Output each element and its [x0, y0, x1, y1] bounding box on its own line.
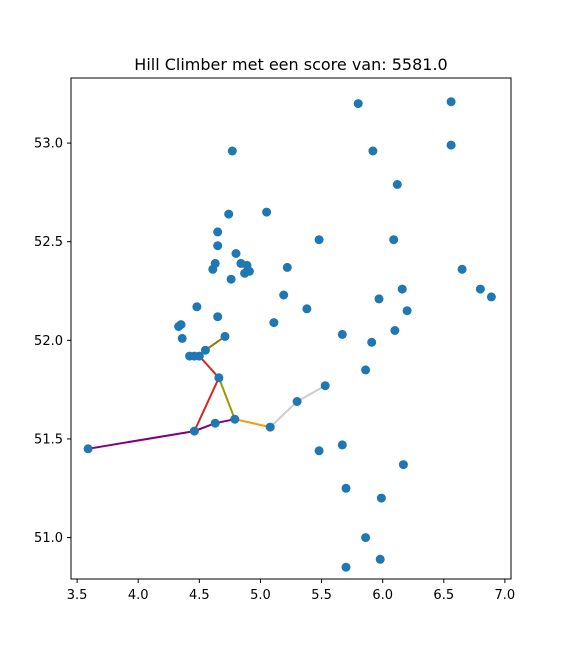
- data-point: [194, 351, 204, 361]
- data-point: [337, 440, 347, 450]
- data-point: [176, 320, 186, 330]
- data-point: [376, 493, 386, 503]
- data-point: [353, 99, 363, 109]
- data-point: [398, 460, 408, 470]
- data-point: [446, 140, 456, 150]
- data-point: [302, 304, 312, 314]
- data-point: [402, 306, 412, 316]
- data-points: [83, 97, 496, 572]
- route-line: [234, 418, 271, 429]
- data-point: [210, 258, 220, 268]
- data-point: [361, 533, 371, 543]
- x-tick-label: 5.5: [311, 588, 332, 603]
- data-point: [367, 337, 377, 347]
- x-tick-label: 3.5: [67, 588, 88, 603]
- plot-frame: [70, 77, 512, 580]
- data-point: [361, 365, 371, 375]
- x-tick-label: 4.0: [128, 588, 149, 603]
- data-point: [231, 249, 241, 258]
- y-tick-label: 51.5: [34, 432, 63, 447]
- data-point: [192, 302, 202, 312]
- data-point: [341, 483, 351, 493]
- data-point: [244, 266, 254, 276]
- data-point: [230, 414, 240, 424]
- y-axis-ticks: 51.0 51.5 52.0 52.5 53.0: [34, 137, 71, 546]
- data-point: [189, 426, 199, 436]
- data-point: [392, 180, 402, 189]
- data-point: [224, 209, 234, 219]
- data-point: [227, 146, 237, 156]
- data-point: [220, 331, 230, 341]
- y-tick-label: 52.5: [34, 235, 63, 250]
- x-tick-label: 7.0: [495, 588, 516, 603]
- data-point: [337, 329, 347, 339]
- y-tick-label: 52.0: [34, 334, 63, 349]
- data-point: [269, 318, 279, 328]
- data-point: [279, 290, 289, 300]
- data-point: [292, 397, 302, 406]
- x-axis-ticks: 3.5 4.0 4.5 5.0 5.5 6.0 6.5 7.0: [67, 579, 515, 603]
- data-point: [374, 294, 384, 304]
- data-point: [200, 345, 210, 355]
- data-point: [262, 207, 272, 217]
- data-point: [213, 241, 223, 251]
- x-tick-label: 6.0: [372, 588, 393, 603]
- data-point: [486, 292, 496, 302]
- data-point: [282, 262, 292, 272]
- data-point: [475, 284, 485, 294]
- x-tick-label: 6.5: [433, 588, 454, 603]
- data-point: [397, 284, 407, 294]
- route-line: [217, 377, 236, 420]
- data-point: [210, 418, 220, 428]
- y-tick-label: 53.0: [34, 137, 63, 152]
- y-tick-label: 51.0: [34, 531, 63, 546]
- x-tick-label: 4.5: [189, 588, 210, 603]
- chart-title: Hill Climber met een score van: 5581.0: [134, 55, 447, 74]
- data-point: [314, 235, 324, 245]
- route-line: [87, 418, 235, 450]
- data-point: [457, 264, 467, 274]
- data-point: [83, 444, 93, 454]
- data-point: [375, 554, 385, 564]
- data-point: [390, 326, 400, 335]
- data-point: [213, 227, 223, 237]
- data-point: [314, 446, 324, 456]
- data-point: [341, 562, 351, 572]
- data-point: [214, 373, 224, 383]
- data-point: [213, 312, 223, 322]
- data-point: [368, 146, 378, 156]
- data-point: [320, 381, 330, 391]
- route-line: [269, 384, 326, 428]
- data-point: [389, 235, 399, 245]
- data-point: [226, 274, 236, 284]
- data-point: [177, 333, 187, 343]
- data-point: [265, 422, 275, 432]
- data-point: [446, 97, 456, 107]
- x-tick-label: 5.0: [250, 588, 271, 603]
